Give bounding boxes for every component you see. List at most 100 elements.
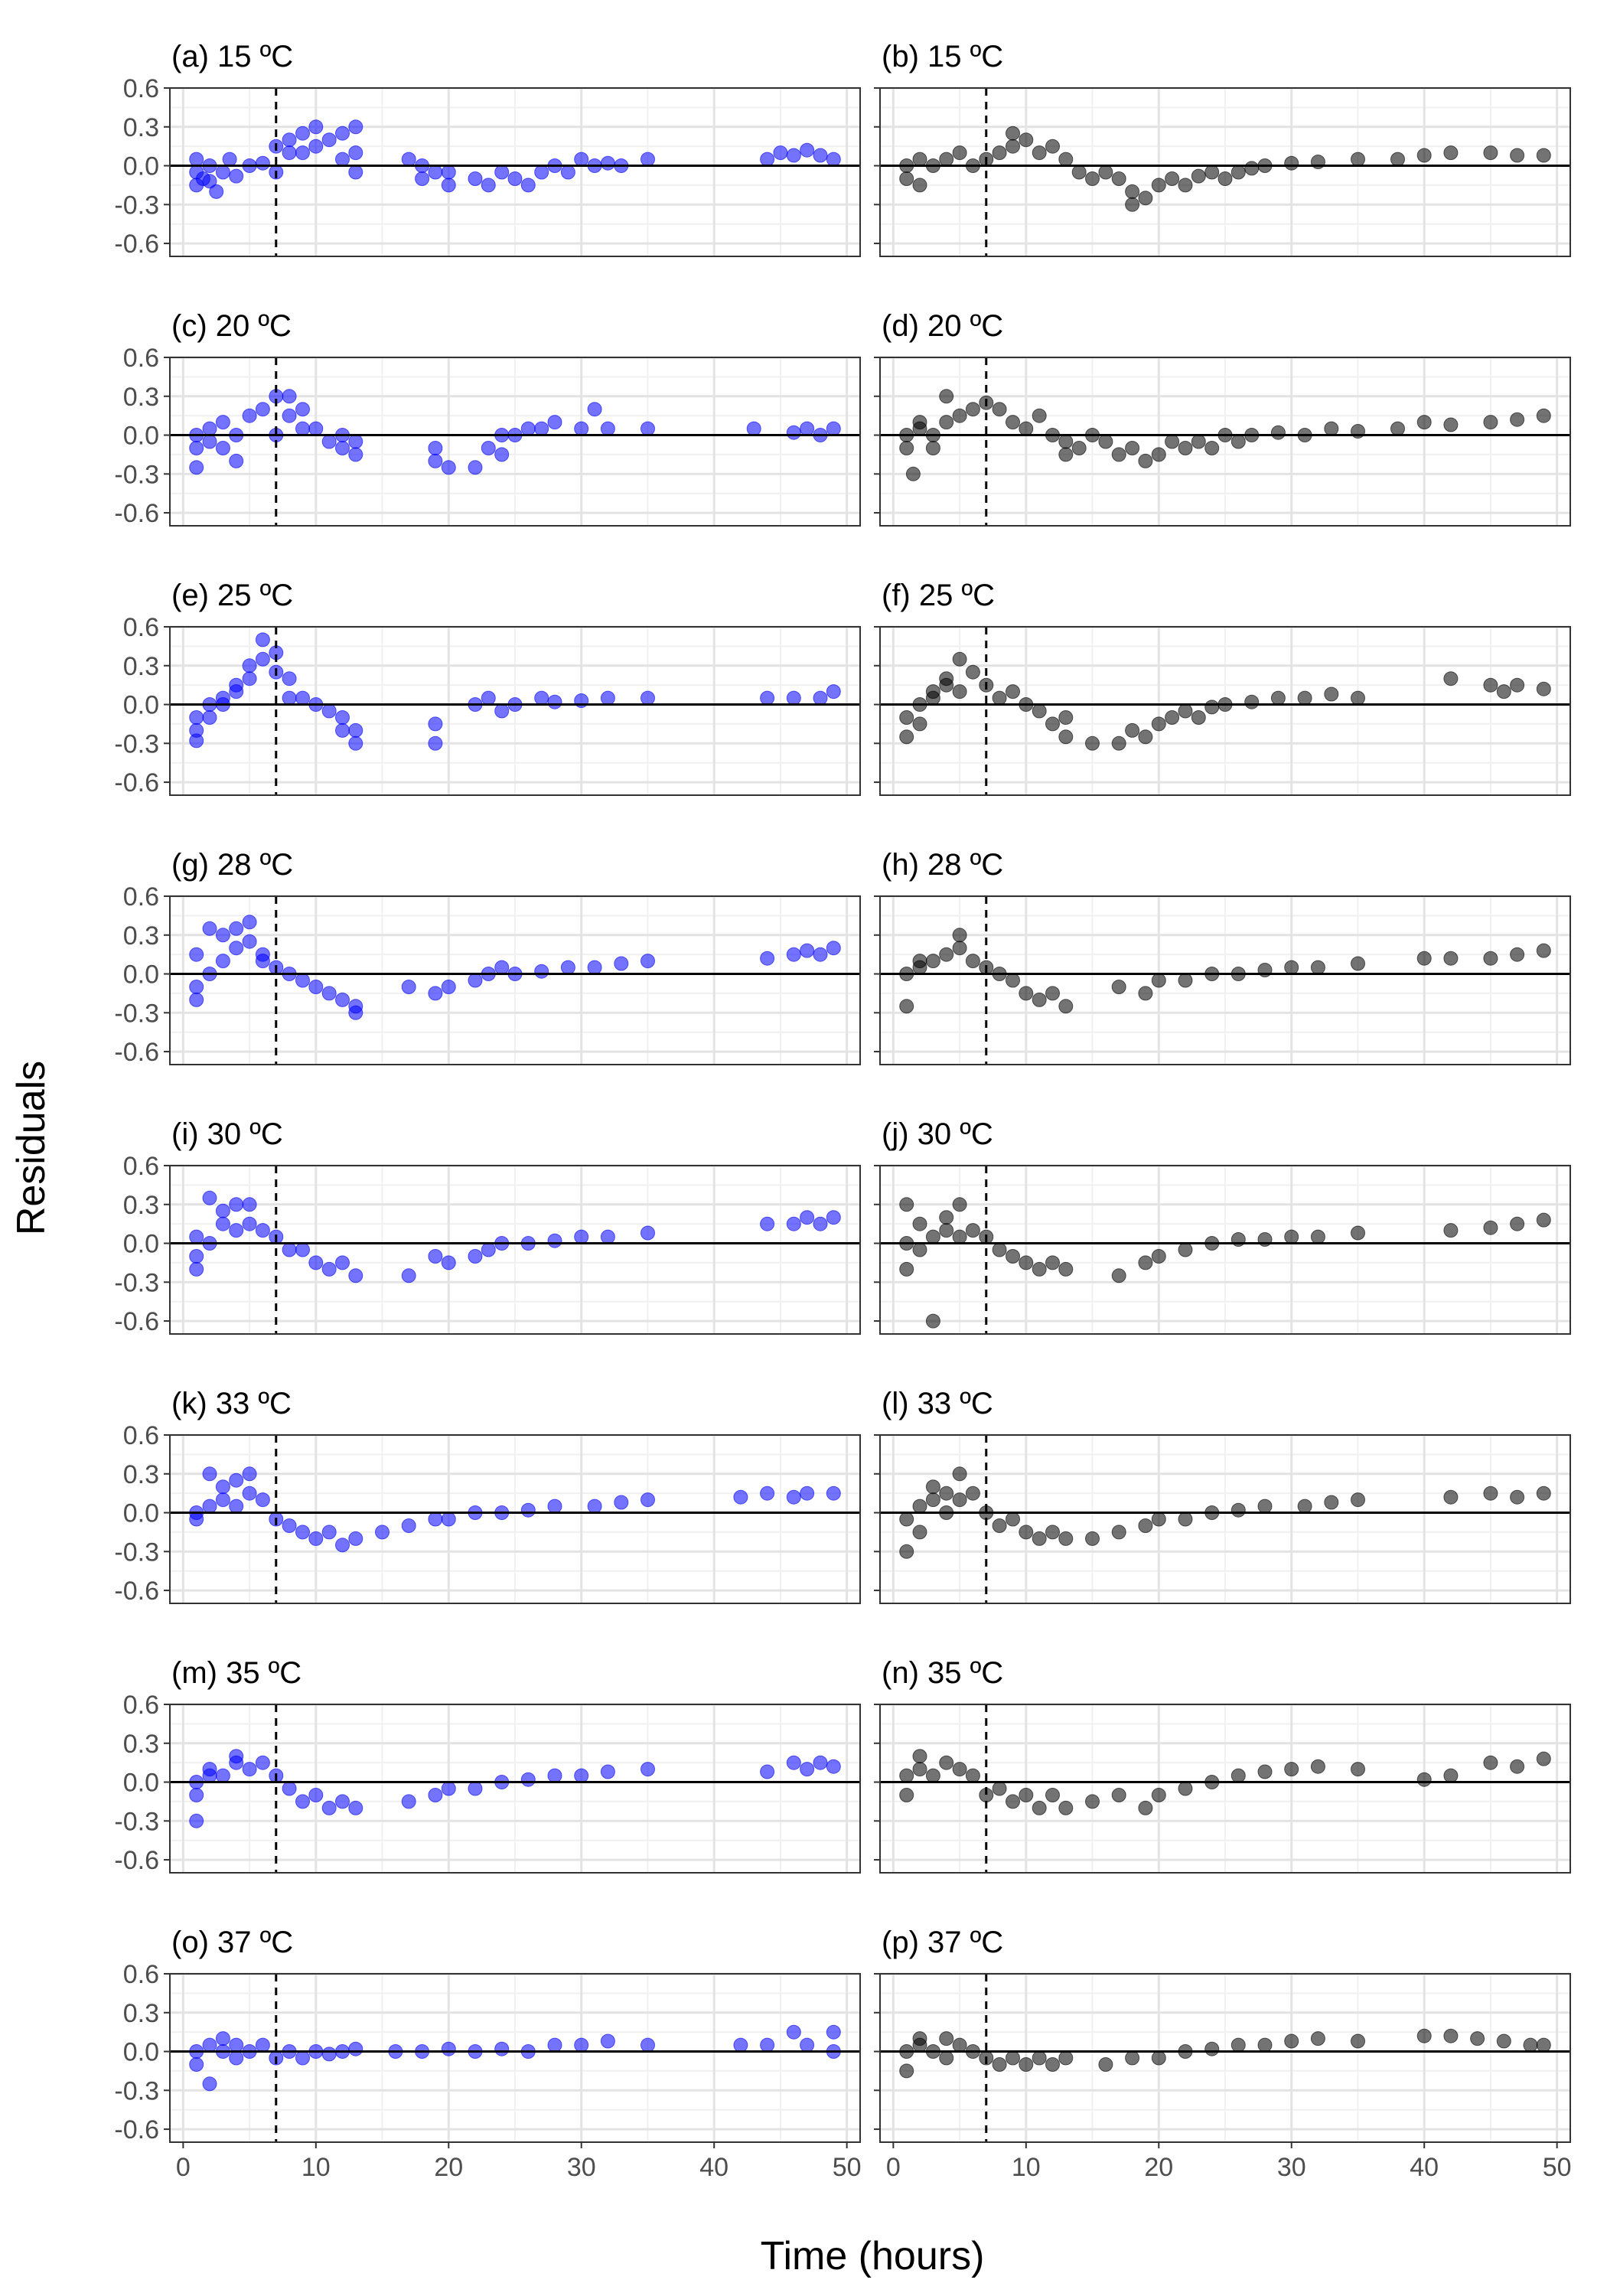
data-point: [600, 155, 615, 171]
data-point: [1510, 947, 1525, 962]
data-point: [1125, 184, 1140, 199]
data-point: [1045, 2057, 1060, 2072]
data-point: [282, 408, 297, 423]
data-point: [587, 402, 602, 417]
data-point: [1058, 1261, 1074, 1277]
y-tick-label: -0.6: [114, 1038, 159, 1067]
data-point: [1125, 197, 1140, 212]
data-point: [1416, 148, 1432, 163]
data-point: [202, 1190, 217, 1205]
data-point: [899, 729, 914, 745]
data-point: [441, 1255, 456, 1270]
data-point: [189, 710, 204, 725]
y-tick-label: 0.6: [123, 344, 159, 373]
data-point: [1165, 171, 1180, 186]
y-tick-label: -0.3: [114, 999, 159, 1028]
data-point: [1151, 1788, 1166, 1802]
data-point: [1178, 703, 1193, 719]
data-point: [826, 2024, 841, 2040]
x-tick-label: 40: [1410, 2153, 1439, 2182]
data-point: [1138, 191, 1153, 206]
data-point: [912, 1499, 927, 1514]
data-point: [939, 415, 954, 430]
panel-title: (f) 25 ºC: [882, 579, 995, 612]
data-point: [1351, 1225, 1365, 1241]
data-point: [813, 1216, 828, 1231]
y-tick-label: 0.6: [123, 1421, 159, 1450]
data-point: [348, 1268, 363, 1283]
data-point: [1138, 1255, 1153, 1270]
data-point: [282, 132, 297, 148]
data-point: [428, 986, 443, 1001]
data-point: [826, 1210, 841, 1225]
data-point: [401, 1794, 416, 1809]
data-point: [321, 986, 337, 1001]
data-point: [912, 1242, 927, 1257]
data-point: [760, 951, 775, 966]
y-tick-label: 0.6: [123, 613, 159, 642]
data-point: [641, 1762, 655, 1777]
data-point: [1098, 434, 1113, 449]
data-point: [282, 1781, 297, 1796]
data-point: [965, 1486, 980, 1501]
data-point: [587, 960, 602, 975]
data-point: [1032, 2050, 1047, 2066]
data-point: [992, 1781, 1007, 1796]
data-point: [1125, 722, 1140, 738]
y-tick-label: 0.3: [123, 1460, 159, 1489]
data-point: [1058, 447, 1074, 462]
data-point: [348, 2041, 363, 2056]
data-point: [826, 684, 841, 700]
data-point: [1006, 2050, 1020, 2066]
data-point: [826, 941, 841, 956]
data-point: [255, 1223, 270, 1238]
data-point: [1351, 152, 1365, 167]
data-point: [1324, 1495, 1339, 1510]
data-point: [242, 1466, 257, 1482]
data-point: [1019, 1788, 1034, 1802]
data-point: [189, 2057, 204, 2072]
data-point: [242, 1197, 257, 1212]
y-axis-title: Residuals: [9, 1061, 54, 1235]
data-point: [189, 460, 204, 475]
data-point: [215, 928, 230, 943]
data-point: [1058, 434, 1074, 449]
data-point: [952, 684, 967, 700]
data-point: [1443, 1489, 1459, 1505]
x-tick-label: 30: [567, 2153, 596, 2182]
x-tick-label: 0: [886, 2153, 901, 2182]
data-point: [202, 2076, 217, 2092]
data-point: [1536, 2037, 1551, 2053]
y-tick-label: 0.6: [123, 1960, 159, 1989]
data-point: [1006, 139, 1020, 154]
data-point: [992, 2057, 1007, 2072]
data-point: [760, 1216, 775, 1231]
data-point: [786, 1755, 801, 1770]
data-point: [428, 735, 443, 751]
data-point: [534, 421, 549, 436]
facet-grid: (a) 15 ºC 0.6 0.3 0.0 -0.3 -0.6 (b) 15 ºC (c) 2…: [114, 40, 1571, 2182]
data-point: [1231, 2037, 1246, 2053]
data-point: [1191, 710, 1206, 725]
data-point: [1483, 1486, 1498, 1501]
data-point: [335, 1255, 350, 1270]
data-point: [321, 132, 337, 148]
data-point: [574, 2037, 589, 2053]
x-axis-title: Time (hours): [761, 2234, 985, 2278]
data-point: [295, 1794, 310, 1809]
data-point: [215, 441, 230, 455]
panel-title: (d) 20 ºC: [882, 309, 1003, 343]
data-point: [428, 1512, 443, 1527]
data-point: [348, 119, 363, 135]
data-point: [494, 447, 510, 462]
data-point: [308, 1788, 324, 1802]
data-point: [335, 1794, 350, 1809]
x-tick-label: 40: [699, 2153, 729, 2182]
panel-border: [169, 626, 861, 796]
data-point: [468, 973, 483, 988]
data-point: [899, 441, 914, 455]
data-point: [786, 947, 801, 962]
data-point: [899, 1768, 914, 1783]
data-point: [547, 1233, 562, 1248]
data-point: [222, 152, 237, 167]
